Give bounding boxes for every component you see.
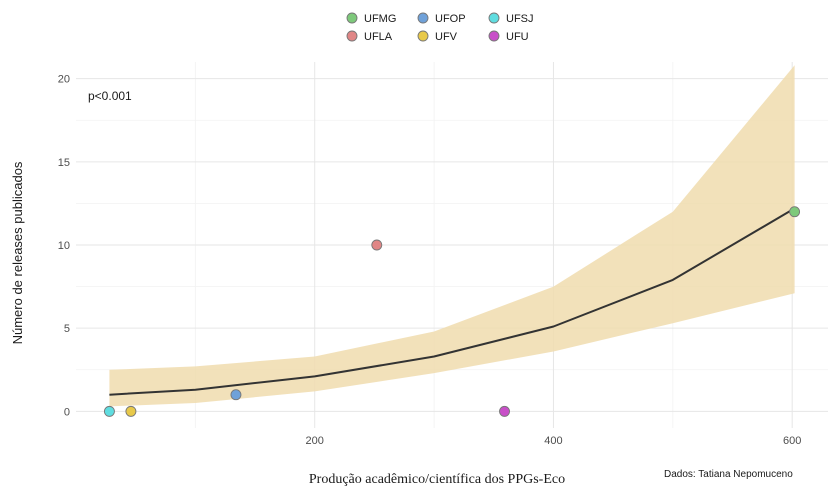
legend-label: UFMG — [364, 13, 396, 25]
point-ufla — [371, 239, 383, 251]
legend-swatch — [488, 12, 500, 24]
p-value-annotation: p<0.001 — [88, 89, 132, 103]
y-tick-label: 20 — [58, 74, 70, 86]
y-tick-label: 15 — [58, 157, 70, 169]
y-tick-label: 10 — [58, 240, 70, 252]
x-tick-label: 200 — [306, 435, 324, 447]
legend-swatch — [417, 30, 429, 42]
point-ufsj — [103, 405, 115, 417]
legend-swatch — [417, 12, 429, 24]
legend-label: UFOP — [435, 13, 466, 25]
x-ticks: 200 400 600 — [306, 435, 802, 447]
legend-item-ufv: UFV — [417, 30, 458, 43]
legend-label: UFV — [435, 31, 458, 43]
legend-item-ufla: UFLA — [346, 30, 393, 43]
legend-item-ufu: UFU — [488, 30, 529, 43]
point-ufv — [125, 405, 137, 417]
legend-swatch — [346, 30, 358, 42]
data-source-caption: Dados: Tatiana Nepomuceno — [664, 469, 793, 480]
y-tick-label: 5 — [64, 323, 70, 335]
point-ufu — [499, 405, 510, 417]
confidence-band — [109, 65, 795, 407]
x-axis-label: Produção acadêmico/científica dos PPGs-E… — [309, 472, 565, 487]
data-points — [103, 206, 801, 417]
legend-item-ufmg: UFMG — [346, 12, 396, 25]
legend-swatch — [488, 30, 500, 42]
legend-swatch — [346, 12, 358, 24]
legend-item-ufop: UFOP — [417, 12, 466, 25]
legend: UFMG UFOP UFSJ UFLA UFV UFU — [346, 12, 534, 43]
legend-item-ufsj: UFSJ — [488, 12, 534, 25]
x-tick-label: 600 — [783, 435, 801, 447]
point-ufop — [230, 389, 242, 401]
y-axis-label: Número de releases publicados — [10, 161, 25, 344]
legend-label: UFSJ — [506, 13, 534, 25]
point-ufmg — [789, 206, 801, 218]
fit-line-group — [109, 207, 796, 396]
y-tick-label: 0 — [64, 406, 70, 418]
x-tick-label: 400 — [544, 435, 562, 447]
legend-label: UFU — [506, 31, 529, 43]
confidence-band-group — [109, 65, 795, 407]
y-ticks: 0 5 10 15 20 — [58, 74, 70, 419]
fit-line — [109, 207, 796, 396]
legend-label: UFLA — [364, 31, 393, 43]
